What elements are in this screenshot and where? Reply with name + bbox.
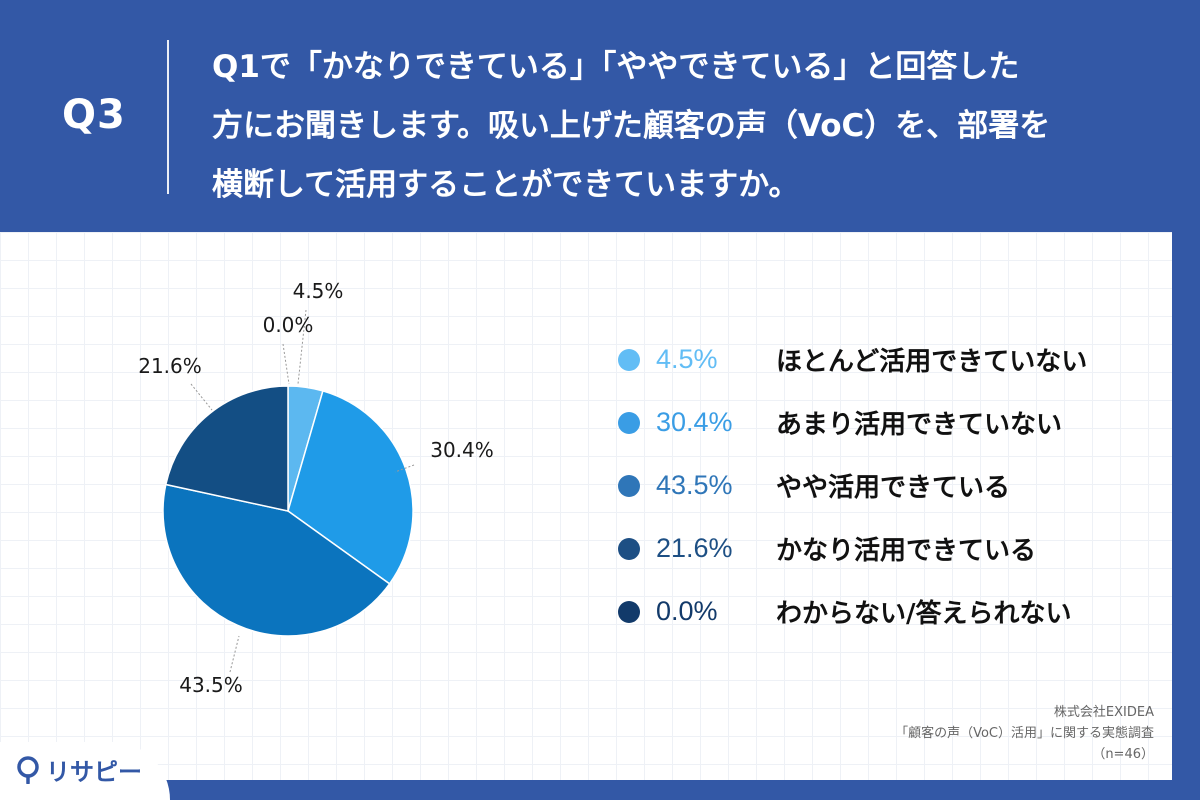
legend-label: やや活用できている [776,473,1011,503]
header: Q3 Q1で「かなりできている」「ややできている」と回答した 方にお聞きします。… [0,0,1200,232]
question-line-2: 方にお聞きします。吸い上げた顧客の声（VoC）を、部署を [212,108,1051,144]
logo-text: リサピー [46,758,142,786]
slice-label-5: 0.0% [263,313,314,337]
legend-percent: 30.4% [656,407,733,437]
legend-item-2: 30.4% あまり活用できていない [608,391,1087,454]
leader-line-5 [282,343,290,385]
leader-line-2 [394,464,415,473]
legend-percent: 4.5% [656,344,718,374]
legend-dot-icon [618,600,640,623]
legend-percent: 0.0% [656,596,718,626]
legend-dot-icon [618,537,640,560]
legend-item-3: 43.5% やや活用できている [608,454,1087,517]
legend-item-1: 4.5% ほとんど活用できていない [608,328,1087,391]
slice-label-4: 21.6% [138,354,202,378]
pie-slice-2 [287,390,414,585]
question-line-1: Q1で「かなりできている」「ややできている」と回答した [212,49,1020,85]
question-line-3: 横断して活用することができていますか。 [212,167,800,203]
legend-label: ほとんど活用できていない [776,347,1088,377]
legend-dot-icon [618,411,640,434]
legend-label: あまり活用できていない [776,410,1063,440]
source-survey: 「顧客の声（VoC）活用」に関する実態調査 [895,726,1154,741]
legend-dot-icon [618,474,640,497]
logo: リサピー [16,752,142,787]
pie-chart: 4.5% 30.4% 43.5% 21.6% 0.0% [138,279,494,697]
slice-label-3: 43.5% [179,673,243,697]
question-number: Q3 [62,92,126,138]
legend-item-5: 0.0% わからない/答えられない [608,580,1087,643]
slice-label-1: 4.5% [293,279,344,303]
leader-line-4 [190,383,213,411]
legend-dot-icon [618,348,640,371]
legend-item-4: 21.6% かなり活用できている [608,517,1087,580]
header-divider [167,40,169,194]
pie-slice-3 [162,483,391,637]
slice-label-2: 30.4% [430,438,494,462]
leader-line-3 [229,635,240,673]
legend: 4.5% ほとんど活用できていない 30.4% あまり活用できていない 43.5% やや活… [608,328,1087,643]
leader-line-1 [297,309,307,385]
source-company: 株式会社EXIDEA [1053,705,1154,720]
source-sample: （n=46） [1092,747,1154,762]
chart-panel: 4.5% 30.4% 43.5% 21.6% 0.0% 4.5% ほとんど活用できていない… [0,232,1172,780]
source-note: 株式会社EXIDEA 「顧客の声（VoC）活用」に関する実態調査 （n=46） [895,702,1154,765]
legend-percent: 21.6% [656,533,733,563]
legend-label: わからない/答えられない [776,599,1072,629]
logo-tab [0,742,170,800]
legend-label: かなり活用できている [776,536,1037,566]
logo-pin-icon [17,755,39,784]
legend-percent: 43.5% [656,470,733,500]
question-text: Q1で「かなりできている」「ややできている」と回答した 方にお聞きします。吸い上… [212,38,1172,215]
pie-slice-4 [164,385,289,512]
